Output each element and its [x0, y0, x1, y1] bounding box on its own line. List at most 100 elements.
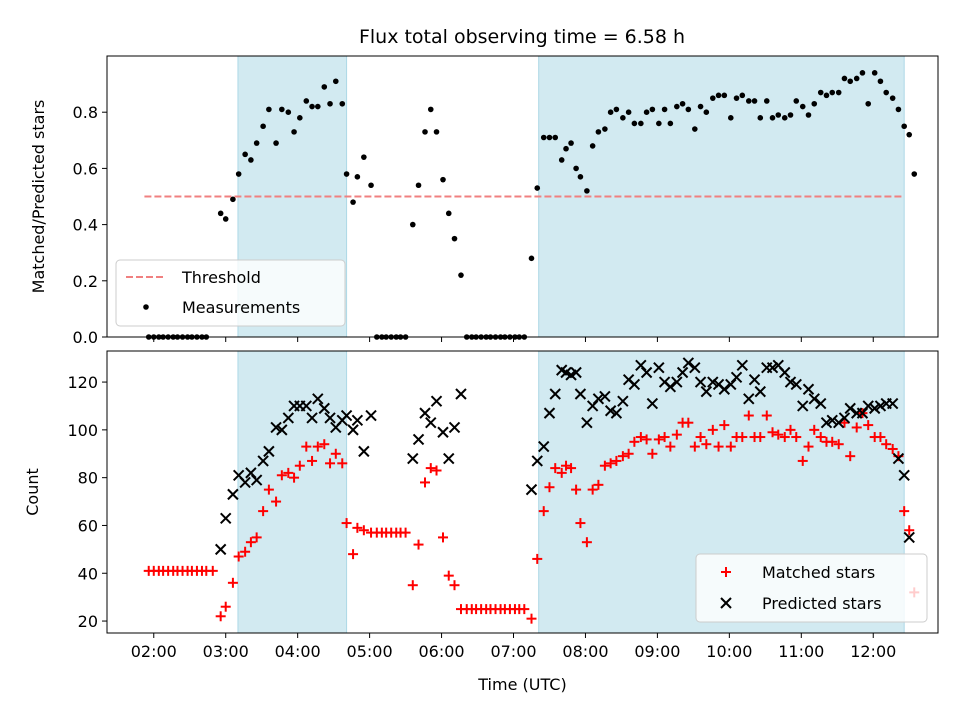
measurement-point	[297, 115, 303, 121]
bottom-y-ticks: 20 40 60 80 100 120	[67, 373, 107, 631]
measurement-point	[841, 75, 848, 82]
matched-star-point	[341, 518, 352, 529]
predicted-star-point	[815, 397, 827, 410]
predicted-star-point	[886, 397, 899, 410]
measurement-point	[279, 106, 285, 113]
top-panel: 0.00.20.40.60.8 Matched/Predicted stars …	[29, 55, 939, 347]
predicted-star-point	[430, 395, 443, 407]
predicted-star-point	[220, 512, 232, 524]
predicted-star-point	[766, 362, 779, 374]
predicted-star-point	[617, 395, 629, 407]
predicted-star-point	[779, 366, 791, 379]
matched-star-point	[301, 441, 312, 452]
predicted-star-point	[754, 385, 766, 398]
matched-star-point	[683, 417, 694, 428]
measurement-point	[584, 188, 590, 194]
x-tick-label: 03:00	[203, 642, 249, 661]
matched-star-point	[779, 432, 790, 443]
matched-star-point	[352, 522, 363, 533]
legend-threshold-label: Threshold	[181, 268, 261, 287]
matched-star-point	[599, 460, 610, 471]
measurement-point	[577, 174, 584, 180]
measurement-point	[427, 106, 434, 113]
measurement-point	[458, 272, 464, 278]
predicted-star-point	[257, 455, 269, 467]
matched-star-point	[743, 410, 754, 421]
top-x-ticks	[153, 337, 874, 342]
measurement-point	[799, 103, 806, 110]
matched-stars-points	[143, 408, 920, 624]
predicted-star-point	[646, 397, 659, 410]
predicted-star-point	[808, 393, 820, 405]
predicted-star-point	[826, 414, 838, 427]
measurement-point	[847, 78, 854, 85]
matched-star-point	[561, 460, 572, 471]
y-tick-label: 60	[78, 516, 98, 535]
measurement-point	[589, 143, 596, 149]
y-tick-label: 20	[78, 612, 98, 631]
y-tick-label: 0.0	[73, 328, 98, 347]
measurement-point	[242, 151, 248, 158]
matched-star-point	[271, 496, 282, 507]
measurement-point	[895, 106, 902, 113]
matched-star-point	[713, 441, 724, 452]
predicted-star-point	[347, 424, 359, 436]
measurement-point	[409, 221, 416, 228]
measurement-point	[775, 112, 782, 118]
matched-star-point	[791, 432, 802, 443]
predicted-star-point	[730, 371, 743, 383]
predicted-star-point	[671, 376, 683, 388]
predicted-star-point	[358, 445, 370, 458]
predicted-star-point	[419, 407, 431, 419]
matched-star-point	[701, 439, 712, 450]
matched-star-point	[289, 472, 300, 483]
x-tick-label: 11:00	[778, 642, 824, 661]
matched-star-point	[227, 577, 238, 588]
matched-star-point	[719, 420, 730, 431]
measurement-point	[260, 123, 266, 130]
measurement-point	[303, 98, 310, 104]
matched-star-point	[538, 506, 549, 517]
matched-star-point	[659, 432, 670, 443]
measurement-point	[235, 171, 242, 177]
matched-star-point	[839, 417, 850, 428]
matched-star-point	[815, 432, 826, 443]
predicted-star-point	[604, 405, 617, 417]
predicted-star-point	[443, 452, 455, 465]
y-tick-label: 100	[67, 421, 98, 440]
y-tick-label: 40	[78, 564, 98, 583]
matched-star-point	[725, 441, 736, 452]
measurement-point	[649, 106, 656, 113]
matched-star-point	[863, 420, 874, 431]
measurement-point	[354, 174, 361, 180]
measurement-point	[638, 120, 644, 127]
matched-star-point	[263, 484, 274, 495]
measurement-point	[534, 185, 541, 191]
predicted-star-point	[351, 414, 364, 427]
matched-star-point	[737, 432, 748, 443]
predicted-star-point	[862, 400, 874, 412]
matched-star-point	[571, 484, 582, 495]
matched-star-point	[581, 537, 592, 548]
y-tick-label: 120	[67, 373, 98, 392]
matched-star-point	[443, 570, 454, 581]
measurement-point	[685, 106, 692, 113]
predicted-star-point	[664, 381, 677, 393]
matched-star-point	[556, 467, 567, 478]
measurement-point	[811, 100, 818, 107]
predicted-star-point	[844, 402, 856, 415]
measurement-point	[871, 70, 878, 76]
predicted-star-point	[898, 469, 910, 481]
measurement-point	[222, 216, 229, 222]
predicted-star-point	[263, 445, 275, 458]
matched-star-point	[689, 441, 700, 452]
matched-star-point	[887, 443, 898, 454]
matched-star-point	[425, 463, 436, 474]
matched-star-point	[240, 546, 251, 557]
predicted-star-point	[581, 416, 593, 429]
matched-star-point	[233, 551, 244, 562]
matched-star-point	[647, 448, 658, 459]
measurement-point	[727, 115, 734, 121]
measurement-point	[679, 100, 686, 107]
predicted-star-point	[689, 362, 701, 374]
